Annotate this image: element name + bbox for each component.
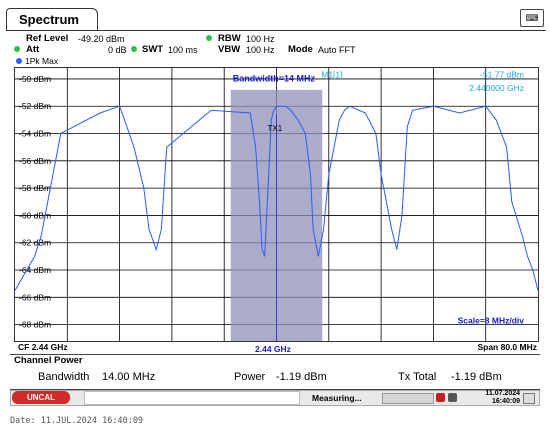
trace-label: 1Pk Max — [25, 56, 59, 66]
y-tick-label: -58 dBm — [19, 183, 51, 193]
y-tick-label: -50 dBm — [19, 74, 51, 84]
expand-icon[interactable] — [523, 393, 535, 404]
trace-1-line — [15, 105, 538, 291]
cp-bandwidth-value: 14.00 MHz — [102, 371, 156, 383]
y-tick-labels: -50 dBm -52 dBm -54 dBm -56 dBm -58 dBm -60 d… — [19, 74, 51, 330]
y-tick-label: -66 dBm — [19, 292, 51, 302]
cp-txtotal-value: -1.19 dBm — [451, 371, 502, 383]
rbw-value: 100 Hz — [246, 34, 275, 44]
marker-label: M1[1] — [321, 70, 342, 80]
cp-power-label: Power — [234, 371, 266, 383]
att-value: 0 dB — [108, 45, 127, 55]
status-message-field — [84, 391, 300, 405]
frequency-footer: CF 2.44 GHz 2.44 GHz Span 80.0 MHz — [14, 342, 539, 354]
y-tick-label: -56 dBm — [19, 156, 51, 166]
ref-level-value: -49.20 dBm — [78, 34, 125, 44]
spectrum-chart: -50 dBm -52 dBm -54 dBm -56 dBm -58 dBm -60 d… — [15, 68, 538, 341]
mode-value: Auto FFT — [318, 45, 356, 55]
cp-bandwidth-label: Bandwidth — [38, 371, 90, 383]
y-tick-label: -52 dBm — [19, 101, 51, 111]
measuring-text: Measuring... — [312, 393, 362, 403]
settings-icon[interactable] — [448, 393, 457, 402]
tx-label: TX1 — [268, 124, 283, 133]
vbw-value: 100 Hz — [246, 45, 275, 55]
tab-divider — [6, 30, 546, 31]
y-tick-label: -60 dBm — [19, 210, 51, 220]
keyboard-icon[interactable]: ⌨ — [520, 9, 544, 27]
record-icon[interactable] — [436, 393, 445, 402]
center-frequency: CF 2.44 GHz — [18, 342, 68, 352]
mode-label: Mode — [288, 44, 313, 55]
y-tick-label: -68 dBm — [19, 320, 51, 330]
spectrum-tab[interactable]: Spectrum — [6, 8, 98, 31]
center-marker-label: 2.44 GHz — [255, 344, 291, 354]
status-date: 11.07.2024 — [485, 390, 520, 397]
scale-label: Scale=8 MHz/div — [458, 315, 525, 325]
marker-frequency: 2.440000 GHz — [469, 83, 524, 93]
window-title: Spectrum — [19, 12, 79, 27]
rbw-indicator-icon — [206, 35, 212, 41]
rbw-label: RBW — [218, 33, 241, 44]
capture-date: Date: 11.JUL.2024 16:40:09 — [10, 416, 144, 426]
marker-level: -51.77 dBm — [480, 70, 524, 80]
cp-power-value: -1.19 dBm — [276, 371, 327, 383]
channel-power-panel — [10, 354, 540, 390]
y-tick-label: -54 dBm — [19, 129, 51, 139]
channel-power-title: Channel Power — [14, 355, 83, 366]
measuring-progress — [382, 393, 434, 404]
y-tick-label: -64 dBm — [19, 265, 51, 275]
swt-value: 100 ms — [168, 45, 198, 55]
span: Span 80.0 MHz — [477, 342, 537, 352]
spectrum-plot[interactable]: -50 dBm -52 dBm -54 dBm -56 dBm -58 dBm -60 d… — [14, 67, 539, 342]
swt-indicator-icon — [131, 46, 137, 52]
att-indicator-icon — [14, 46, 20, 52]
cp-txtotal-label: Tx Total — [398, 371, 437, 383]
vbw-label: VBW — [218, 44, 241, 55]
bandwidth-label: Bandwidth=14 MHz — [233, 74, 316, 84]
att-label: Att — [26, 44, 40, 55]
ref-level-label: Ref Level — [26, 33, 69, 44]
status-time: 16:40:09 — [491, 398, 520, 405]
uncal-badge[interactable]: UNCAL — [12, 391, 70, 404]
trace-dot-icon — [16, 58, 22, 64]
trace-label-bar — [14, 56, 539, 67]
y-tick-label: -62 dBm — [19, 238, 51, 248]
swt-label: SWT — [142, 44, 164, 55]
